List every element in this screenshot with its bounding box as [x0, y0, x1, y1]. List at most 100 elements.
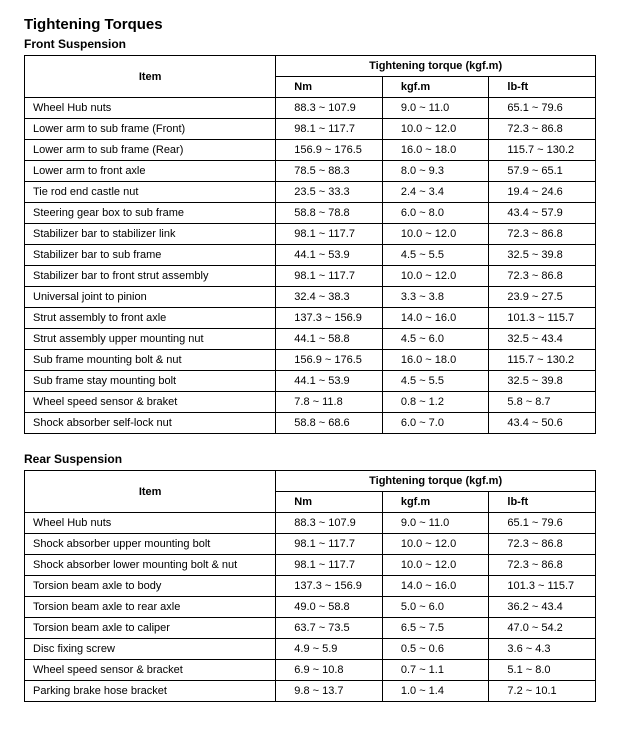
- cell-kgfm: 6.5 ~ 7.5: [382, 618, 489, 639]
- cell-kgfm: 4.5 ~ 5.5: [382, 245, 489, 266]
- cell-lbft: 72.3 ~ 86.8: [489, 534, 596, 555]
- cell-item: Shock absorber lower mounting bolt & nut: [25, 555, 276, 576]
- table-row: Steering gear box to sub frame58.8 ~ 78.…: [25, 203, 596, 224]
- cell-item: Stabilizer bar to stabilizer link: [25, 224, 276, 245]
- cell-nm: 44.1 ~ 58.8: [276, 329, 383, 350]
- cell-item: Lower arm to sub frame (Rear): [25, 140, 276, 161]
- cell-kgfm: 9.0 ~ 11.0: [382, 513, 489, 534]
- column-header-unit: kgf.m: [382, 492, 489, 513]
- cell-kgfm: 10.0 ~ 12.0: [382, 534, 489, 555]
- cell-nm: 63.7 ~ 73.5: [276, 618, 383, 639]
- cell-nm: 7.8 ~ 11.8: [276, 392, 383, 413]
- cell-lbft: 72.3 ~ 86.8: [489, 555, 596, 576]
- cell-nm: 98.1 ~ 117.7: [276, 119, 383, 140]
- cell-nm: 98.1 ~ 117.7: [276, 266, 383, 287]
- cell-kgfm: 8.0 ~ 9.3: [382, 161, 489, 182]
- cell-lbft: 47.0 ~ 54.2: [489, 618, 596, 639]
- column-header-item: Item: [25, 471, 276, 513]
- table-row: Stabilizer bar to stabilizer link98.1 ~ …: [25, 224, 596, 245]
- cell-item: Torsion beam axle to body: [25, 576, 276, 597]
- table-row: Lower arm to front axle78.5 ~ 88.38.0 ~ …: [25, 161, 596, 182]
- cell-kgfm: 9.0 ~ 11.0: [382, 98, 489, 119]
- table-row: Strut assembly upper mounting nut44.1 ~ …: [25, 329, 596, 350]
- cell-lbft: 101.3 ~ 115.7: [489, 308, 596, 329]
- cell-item: Tie rod end castle nut: [25, 182, 276, 203]
- table-row: Parking brake hose bracket9.8 ~ 13.71.0 …: [25, 681, 596, 702]
- cell-lbft: 72.3 ~ 86.8: [489, 119, 596, 140]
- table-row: Torsion beam axle to caliper63.7 ~ 73.56…: [25, 618, 596, 639]
- cell-lbft: 19.4 ~ 24.6: [489, 182, 596, 203]
- table-row: Lower arm to sub frame (Rear)156.9 ~ 176…: [25, 140, 596, 161]
- cell-nm: 49.0 ~ 58.8: [276, 597, 383, 618]
- cell-lbft: 23.9 ~ 27.5: [489, 287, 596, 308]
- cell-item: Parking brake hose bracket: [25, 681, 276, 702]
- table-row: Torsion beam axle to rear axle49.0 ~ 58.…: [25, 597, 596, 618]
- cell-kgfm: 16.0 ~ 18.0: [382, 140, 489, 161]
- column-header-unit: kgf.m: [382, 77, 489, 98]
- table-row: Wheel Hub nuts88.3 ~ 107.99.0 ~ 11.065.1…: [25, 98, 596, 119]
- cell-nm: 98.1 ~ 117.7: [276, 555, 383, 576]
- cell-item: Wheel Hub nuts: [25, 513, 276, 534]
- section-heading: Rear Suspension: [24, 452, 596, 466]
- cell-nm: 58.8 ~ 78.8: [276, 203, 383, 224]
- cell-kgfm: 0.8 ~ 1.2: [382, 392, 489, 413]
- cell-nm: 98.1 ~ 117.7: [276, 224, 383, 245]
- cell-item: Strut assembly upper mounting nut: [25, 329, 276, 350]
- cell-kgfm: 2.4 ~ 3.4: [382, 182, 489, 203]
- cell-item: Wheel Hub nuts: [25, 98, 276, 119]
- cell-item: Torsion beam axle to caliper: [25, 618, 276, 639]
- cell-nm: 44.1 ~ 53.9: [276, 245, 383, 266]
- column-header-unit: lb-ft: [489, 77, 596, 98]
- cell-nm: 4.9 ~ 5.9: [276, 639, 383, 660]
- cell-kgfm: 14.0 ~ 16.0: [382, 308, 489, 329]
- table-row: Sub frame mounting bolt & nut156.9 ~ 176…: [25, 350, 596, 371]
- cell-item: Torsion beam axle to rear axle: [25, 597, 276, 618]
- cell-lbft: 65.1 ~ 79.6: [489, 98, 596, 119]
- cell-kgfm: 6.0 ~ 8.0: [382, 203, 489, 224]
- table-row: Universal joint to pinion32.4 ~ 38.33.3 …: [25, 287, 596, 308]
- table-row: Strut assembly to front axle137.3 ~ 156.…: [25, 308, 596, 329]
- table-row: Shock absorber upper mounting bolt98.1 ~…: [25, 534, 596, 555]
- column-header-item: Item: [25, 56, 276, 98]
- cell-kgfm: 0.7 ~ 1.1: [382, 660, 489, 681]
- cell-item: Stabilizer bar to front strut assembly: [25, 266, 276, 287]
- cell-nm: 23.5 ~ 33.3: [276, 182, 383, 203]
- cell-item: Strut assembly to front axle: [25, 308, 276, 329]
- cell-item: Lower arm to front axle: [25, 161, 276, 182]
- cell-lbft: 72.3 ~ 86.8: [489, 224, 596, 245]
- cell-kgfm: 14.0 ~ 16.0: [382, 576, 489, 597]
- cell-nm: 58.8 ~ 68.6: [276, 413, 383, 434]
- cell-item: Steering gear box to sub frame: [25, 203, 276, 224]
- cell-nm: 9.8 ~ 13.7: [276, 681, 383, 702]
- cell-lbft: 43.4 ~ 57.9: [489, 203, 596, 224]
- cell-nm: 156.9 ~ 176.5: [276, 140, 383, 161]
- table-row: Wheel speed sensor & bracket6.9 ~ 10.80.…: [25, 660, 596, 681]
- column-header-unit: lb-ft: [489, 492, 596, 513]
- table-row: Torsion beam axle to body137.3 ~ 156.914…: [25, 576, 596, 597]
- cell-lbft: 3.6 ~ 4.3: [489, 639, 596, 660]
- table-row: Shock absorber lower mounting bolt & nut…: [25, 555, 596, 576]
- cell-kgfm: 0.5 ~ 0.6: [382, 639, 489, 660]
- cell-kgfm: 4.5 ~ 6.0: [382, 329, 489, 350]
- cell-kgfm: 10.0 ~ 12.0: [382, 555, 489, 576]
- torque-table: ItemTightening torque (kgf.m)Nmkgf.mlb-f…: [24, 55, 596, 434]
- column-header-unit: Nm: [276, 492, 383, 513]
- cell-item: Wheel speed sensor & bracket: [25, 660, 276, 681]
- table-row: Tie rod end castle nut23.5 ~ 33.32.4 ~ 3…: [25, 182, 596, 203]
- cell-nm: 137.3 ~ 156.9: [276, 308, 383, 329]
- cell-kgfm: 4.5 ~ 5.5: [382, 371, 489, 392]
- cell-nm: 88.3 ~ 107.9: [276, 98, 383, 119]
- cell-lbft: 32.5 ~ 39.8: [489, 371, 596, 392]
- cell-item: Sub frame mounting bolt & nut: [25, 350, 276, 371]
- table-row: Sub frame stay mounting bolt44.1 ~ 53.94…: [25, 371, 596, 392]
- table-row: Stabilizer bar to front strut assembly98…: [25, 266, 596, 287]
- page-title: Tightening Torques: [24, 16, 596, 33]
- cell-lbft: 36.2 ~ 43.4: [489, 597, 596, 618]
- cell-kgfm: 10.0 ~ 12.0: [382, 224, 489, 245]
- cell-nm: 98.1 ~ 117.7: [276, 534, 383, 555]
- section-heading: Front Suspension: [24, 37, 596, 51]
- cell-lbft: 115.7 ~ 130.2: [489, 350, 596, 371]
- cell-nm: 6.9 ~ 10.8: [276, 660, 383, 681]
- sections-container: Front Suspension ItemTightening torque (k…: [24, 37, 596, 702]
- table-row: Wheel speed sensor & braket7.8 ~ 11.80.8…: [25, 392, 596, 413]
